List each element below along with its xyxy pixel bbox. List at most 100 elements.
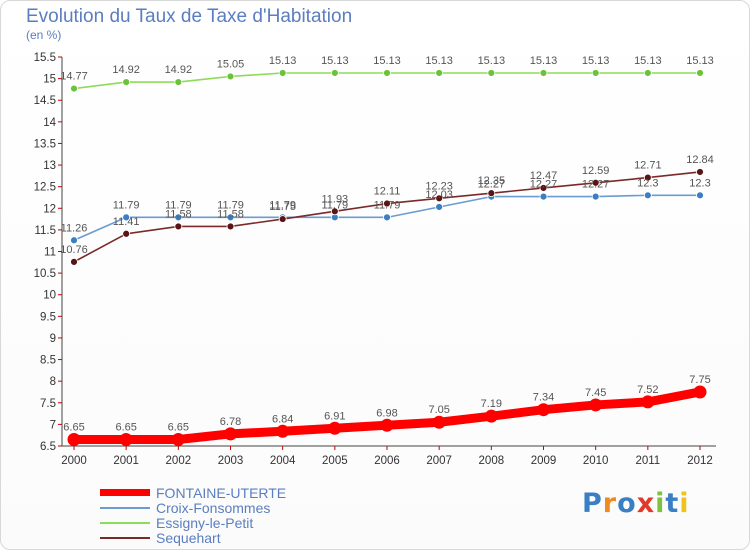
data-label: 6.98 [376,407,397,419]
data-point [435,69,444,77]
legend-item-2: Essigny-le-Petit [100,514,286,531]
data-label: 11.93 [321,193,348,205]
data-label: 7.05 [428,404,449,416]
y-tick-label: 13 [43,160,56,172]
x-tick-label: 2004 [270,455,296,467]
x-tick-label: 2011 [635,455,660,467]
y-tick-label: 6.5 [40,441,56,453]
data-label: 6.91 [324,410,345,422]
data-point [432,415,446,429]
data-label: 14.92 [165,64,193,76]
chart-legend: FONTAINE-UTERTE Croix-Fonsommes Essigny-… [100,484,287,546]
y-tick-label: 13.5 [34,138,56,150]
data-label: 6.65 [63,422,84,434]
data-label: 12.35 [478,175,506,187]
data-point [67,433,81,447]
data-label: 15.13 [321,55,349,67]
data-point [383,69,391,77]
data-label: 11.58 [217,208,244,220]
data-label: 12.3 [689,177,710,189]
data-point [276,424,290,438]
legend-label-3: Sequehart [156,529,221,546]
data-label: 12.84 [686,154,714,166]
data-label: 14.77 [60,71,88,83]
data-point [380,418,394,432]
data-label: 15.13 [634,55,662,67]
data-point [122,78,131,86]
data-point [591,178,600,187]
legend-label-0: FONTAINE-UTERTE [156,484,287,501]
data-point [122,229,131,238]
data-label: 15.13 [530,55,558,67]
data-label: 11.79 [113,199,140,211]
y-tick-label: 12.5 [34,182,56,194]
data-point [484,409,498,423]
data-label: 15.13 [373,55,401,67]
data-label: 12.27 [478,179,506,191]
data-label: 12.71 [634,160,662,172]
data-label: 6.65 [115,422,136,434]
x-tick-label: 2008 [479,455,505,467]
data-point [174,222,183,231]
data-label: 15.13 [582,55,610,67]
y-tick-label: 14.5 [34,95,56,107]
y-tick-label: 9.5 [40,311,56,323]
data-point [435,194,444,203]
y-tick-label: 9 [50,333,56,345]
data-point [330,207,339,216]
data-label: 15.13 [478,55,506,67]
legend-label-2: Essigny-le-Petit [156,514,254,531]
legend-swatch-3 [100,536,150,539]
data-label: 7.19 [481,398,502,410]
data-point [226,222,235,231]
x-tick-label: 2001 [113,455,139,467]
data-point [328,421,342,435]
data-point [641,395,655,409]
data-label: 12.03 [425,189,453,201]
y-tick-label: 8 [50,376,56,388]
data-label: 12.59 [582,165,610,177]
chart-title: Evolution du Taux de Taxe d'Habitation [26,6,353,27]
data-label: 11.79 [165,199,192,211]
data-label: 12.3 [637,177,658,189]
data-point [435,203,444,211]
y-tick-label: 8.5 [40,355,56,367]
data-label: 6.84 [272,413,293,425]
data-point [537,403,550,417]
data-point [693,385,707,399]
data-point [70,84,78,93]
data-point [487,189,496,198]
data-label: 11.79 [217,199,244,211]
y-tick-label: 10.5 [34,268,56,280]
data-label: 11.79 [269,199,296,211]
data-point [224,427,237,441]
data-label: 7.52 [637,384,658,396]
x-tick-label: 2007 [426,455,452,467]
legend-item-0: FONTAINE-UTERTE [100,484,287,501]
x-tick-label: 2012 [687,455,713,467]
y-tick-label: 11 [44,247,56,259]
y-tick-label: 11.5 [34,225,56,237]
data-label: 12.11 [374,186,401,198]
data-point [226,213,235,222]
data-label: 11.79 [374,199,401,211]
data-point [278,215,287,223]
legend-item-1: Croix-Fonsommes [100,500,286,516]
x-tick-label: 2005 [322,455,348,467]
data-label: 7.45 [585,387,606,399]
data-point [70,236,78,245]
y-tick-label: 7.5 [40,398,56,410]
legend-item-3: Sequehart [100,529,286,546]
legend-swatch-1 [100,506,150,509]
x-tick-label: 2010 [583,455,609,467]
data-label: 11.58 [165,208,192,220]
data-label: 15.13 [269,55,297,67]
data-point [119,433,133,447]
data-label: 11.75 [269,201,296,213]
legend-swatch-0 [100,489,150,496]
data-point [539,192,548,201]
data-point [226,72,235,81]
y-tick-label: 7 [50,419,56,431]
